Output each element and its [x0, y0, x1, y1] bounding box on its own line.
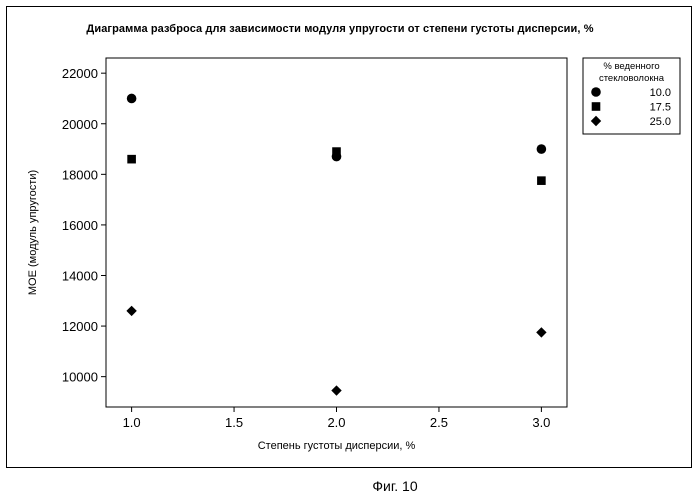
y-axis: 10000 12000 14000 16000 18000 20000 22000: [62, 66, 106, 384]
y-tick-label: 20000: [62, 117, 98, 132]
data-point-square: [127, 155, 136, 164]
x-tick-label: 1.0: [123, 415, 141, 430]
y-tick-label: 12000: [62, 319, 98, 334]
y-tick-label: 18000: [62, 167, 98, 182]
legend-item-label: 17.5: [650, 102, 671, 114]
data-point-circle: [537, 144, 547, 154]
data-point-square: [537, 176, 546, 185]
x-tick-label: 3.0: [532, 415, 550, 430]
y-tick-label: 14000: [62, 268, 98, 283]
y-tick-label: 16000: [62, 218, 98, 233]
y-axis-label: MOE (модуль упругости): [27, 170, 39, 295]
x-axis-label: Степень густоты дисперсии, %: [258, 440, 416, 452]
y-tick-label: 10000: [62, 370, 98, 385]
data-points: [126, 94, 546, 396]
x-tick-label: 2.0: [327, 415, 345, 430]
legend-marker-circle: [591, 87, 601, 97]
data-point-square: [332, 147, 341, 156]
legend-item-label: 25.0: [650, 116, 671, 128]
data-point-diamond: [126, 306, 136, 316]
x-tick-label: 1.5: [225, 415, 243, 430]
x-tick-label: 2.5: [430, 415, 448, 430]
y-tick-label: 22000: [62, 66, 98, 81]
legend: % веденного стекловолокна 10.0 17.5 25.0: [583, 58, 680, 134]
data-point-circle: [127, 94, 137, 104]
data-point-diamond: [331, 385, 341, 395]
legend-title: % веденного: [603, 61, 659, 72]
legend-title: стекловолокна: [599, 73, 665, 84]
legend-marker-square: [592, 102, 601, 111]
plot-area: [106, 58, 567, 407]
data-point-diamond: [536, 327, 546, 337]
figure-caption: Фиг. 10: [0, 478, 700, 494]
legend-item-label: 10.0: [650, 87, 671, 99]
x-axis: 1.0 1.5 2.0 2.5 3.0: [123, 407, 551, 430]
